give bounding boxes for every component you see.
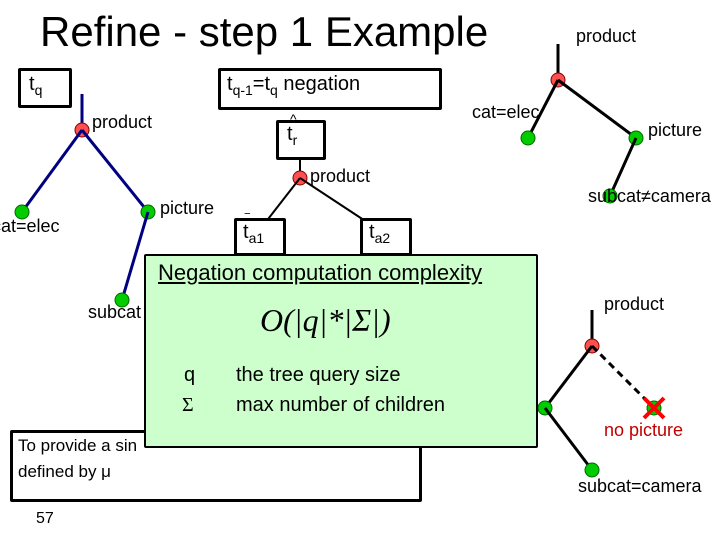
subcat-left: subcat — [88, 302, 141, 323]
tq-box: tq — [18, 68, 72, 108]
ta1-box: ‾ ta1 — [234, 218, 286, 256]
hat-mark: ^ — [290, 111, 297, 127]
ta2-sub: a2 — [375, 230, 391, 246]
tq1-box: tq-1=tq negation — [218, 68, 442, 110]
mu-line2: defined by μ — [18, 462, 111, 482]
panel-title: Negation computation complexity — [158, 260, 482, 286]
ta2-box: ta2 — [360, 218, 412, 256]
subcat-camera: subcat=camera — [578, 476, 702, 497]
slide-title: Refine - step 1 Example — [40, 8, 488, 56]
bar1: ‾ — [245, 211, 250, 227]
picture-tr: picture — [648, 120, 702, 141]
slide-number: 57 — [36, 510, 54, 528]
sigma-desc: max number of children — [236, 394, 445, 417]
tq-sub: q — [35, 82, 43, 98]
tr-sub: r — [293, 132, 298, 148]
product-br: product — [604, 294, 664, 315]
negation-word: negation — [278, 73, 360, 95]
tq1-q2: q — [270, 82, 278, 98]
cat-elec-tr: cat=elec — [472, 102, 540, 123]
complexity-panel: Negation computation complexity O(|q|*|Σ… — [144, 254, 538, 448]
q-desc: the tree query size — [236, 364, 401, 387]
tr-box: ^ tr — [276, 120, 326, 160]
product-mid: product — [310, 166, 370, 187]
product-tr: product — [576, 26, 636, 47]
mu-line1: To provide a sin — [18, 436, 137, 456]
ta1-sub: a1 — [249, 230, 265, 246]
product-label-tl: product — [92, 112, 152, 133]
q-sym: q — [184, 364, 195, 387]
big-o: O(|q|*|Σ|) — [260, 302, 391, 339]
no-picture: no picture — [604, 420, 683, 441]
picture-left: picture — [160, 198, 214, 219]
tq1-sub: q-1 — [233, 82, 253, 98]
sigma-sym: Σ — [182, 394, 194, 417]
subcat-ne: subcat≠camera — [588, 186, 711, 207]
tq1-eq: =t — [253, 73, 270, 95]
cat-elec-left: cat=elec — [0, 216, 60, 237]
